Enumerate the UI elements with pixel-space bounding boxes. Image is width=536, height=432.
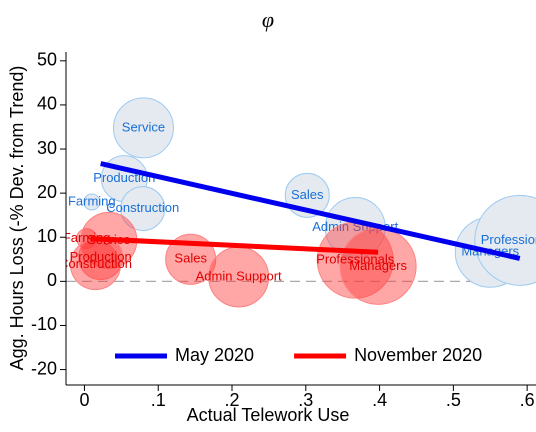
- y-tick-label: -10: [31, 314, 57, 334]
- y-tick-label: 40: [37, 94, 57, 114]
- bubble-label: Professionals: [316, 252, 395, 267]
- bubble: [112, 97, 174, 159]
- bubble-label: Admin Support: [196, 268, 282, 283]
- x-tick-label: .4: [372, 390, 387, 410]
- bubble: [120, 186, 166, 232]
- x-tick-label: .2: [225, 390, 240, 410]
- x-tick-label: .1: [151, 390, 166, 410]
- bubble-label: Managers: [349, 258, 407, 273]
- chart-title: φ: [262, 7, 274, 32]
- y-tick-label: 10: [37, 226, 57, 246]
- bubble-label: Sales: [291, 187, 324, 202]
- x-tick-label: .6: [520, 390, 535, 410]
- y-axis-label: Agg. Hours Loss (-% Dev. from Trend): [7, 66, 27, 371]
- bubble-label: Production: [70, 249, 132, 264]
- bubble-label: Farming: [68, 193, 116, 208]
- fit-line: [90, 236, 379, 255]
- legend-label: May 2020: [175, 345, 254, 365]
- bubble-label: Construction: [106, 200, 179, 215]
- bubble: [78, 235, 124, 281]
- bubble: [83, 193, 101, 211]
- y-tick-label: 0: [47, 270, 57, 290]
- bubble: [474, 194, 536, 286]
- bubble-label: Service: [122, 119, 165, 134]
- x-tick-label: .5: [446, 390, 461, 410]
- y-tick-label: 50: [37, 50, 57, 70]
- y-tick-label: 20: [37, 182, 57, 202]
- x-tick-label: 0: [79, 390, 89, 410]
- bubble-label: Professionals: [481, 232, 536, 247]
- x-axis-label: Actual Telework Use: [187, 405, 350, 425]
- bubble-label: Construction: [59, 256, 132, 271]
- bubble-label: Sales: [174, 251, 207, 266]
- bubble: [165, 233, 217, 285]
- legend-label: November 2020: [354, 345, 482, 365]
- x-tick-label: .3: [298, 390, 313, 410]
- y-tick-label: -20: [31, 358, 57, 378]
- fit-line: [100, 161, 521, 261]
- y-tick-label: 30: [37, 138, 57, 158]
- bubble-label: Admin Support: [312, 219, 398, 234]
